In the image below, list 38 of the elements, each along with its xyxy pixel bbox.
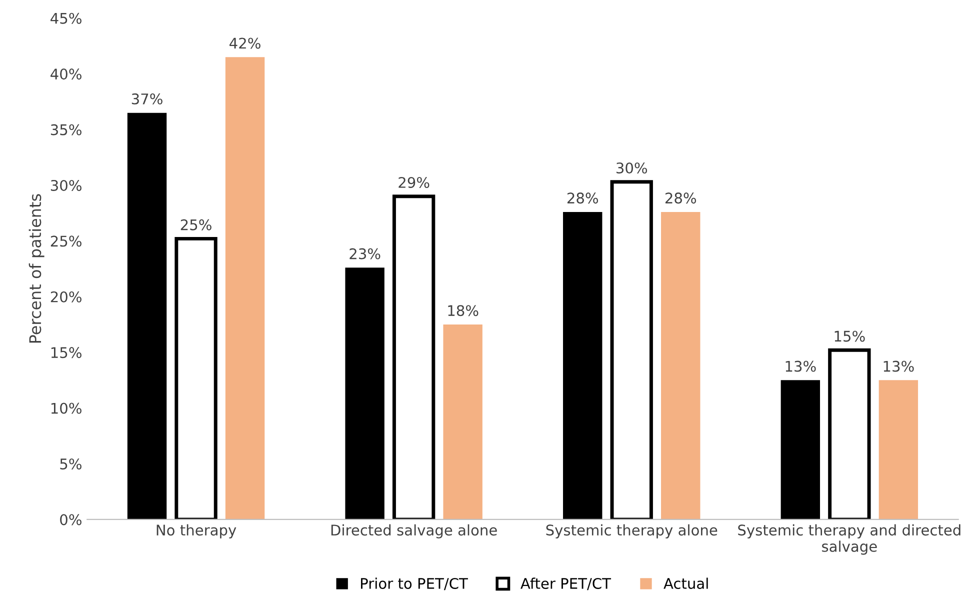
x-tick-label: Systemic therapy alone	[546, 524, 718, 538]
data-label: 25%	[180, 219, 212, 230]
data-label: 30%	[616, 162, 648, 174]
data-label: 42%	[230, 38, 260, 49]
y-tick-label: 40%	[50, 68, 82, 80]
bar	[443, 324, 482, 520]
x-tick-label: Systemic therapy and directed salvage	[738, 524, 960, 555]
y-tick-label: 30%	[50, 180, 82, 191]
data-label: 28%	[567, 192, 598, 204]
bar	[563, 212, 602, 520]
y-tick-label: 35%	[50, 124, 82, 136]
y-tick-label: 25%	[50, 236, 82, 247]
bar	[878, 380, 918, 520]
data-label: 28%	[665, 192, 696, 204]
y-tick-label: 45%	[50, 12, 82, 24]
y-tick-label: 5%	[60, 458, 82, 470]
data-label: 13%	[786, 360, 816, 372]
legend-label: After PET/CT	[520, 578, 612, 590]
bar	[127, 112, 167, 520]
x-tick-label: No therapy	[156, 524, 236, 538]
y-tick-label: 20%	[50, 291, 82, 302]
y-tick-label: 15%	[51, 347, 82, 358]
bar	[780, 380, 820, 520]
data-label: 29%	[398, 176, 430, 188]
data-label: 13%	[884, 360, 914, 372]
bar	[661, 212, 700, 520]
data-label: 15%	[834, 330, 865, 342]
y-axis-title: Percent of patients	[28, 194, 44, 343]
data-label: 37%	[132, 93, 162, 104]
legend-label: Prior to PET/CT	[361, 578, 468, 590]
bar	[345, 268, 384, 520]
bar	[225, 57, 265, 520]
data-label: 18%	[448, 305, 478, 316]
x-tick-label: Directed salvage alone	[331, 524, 497, 538]
legend-label: Actual	[664, 578, 708, 589]
y-tick-label: 10%	[51, 402, 82, 414]
y-tick-label: 0%	[60, 514, 82, 526]
data-label: 23%	[350, 248, 380, 260]
